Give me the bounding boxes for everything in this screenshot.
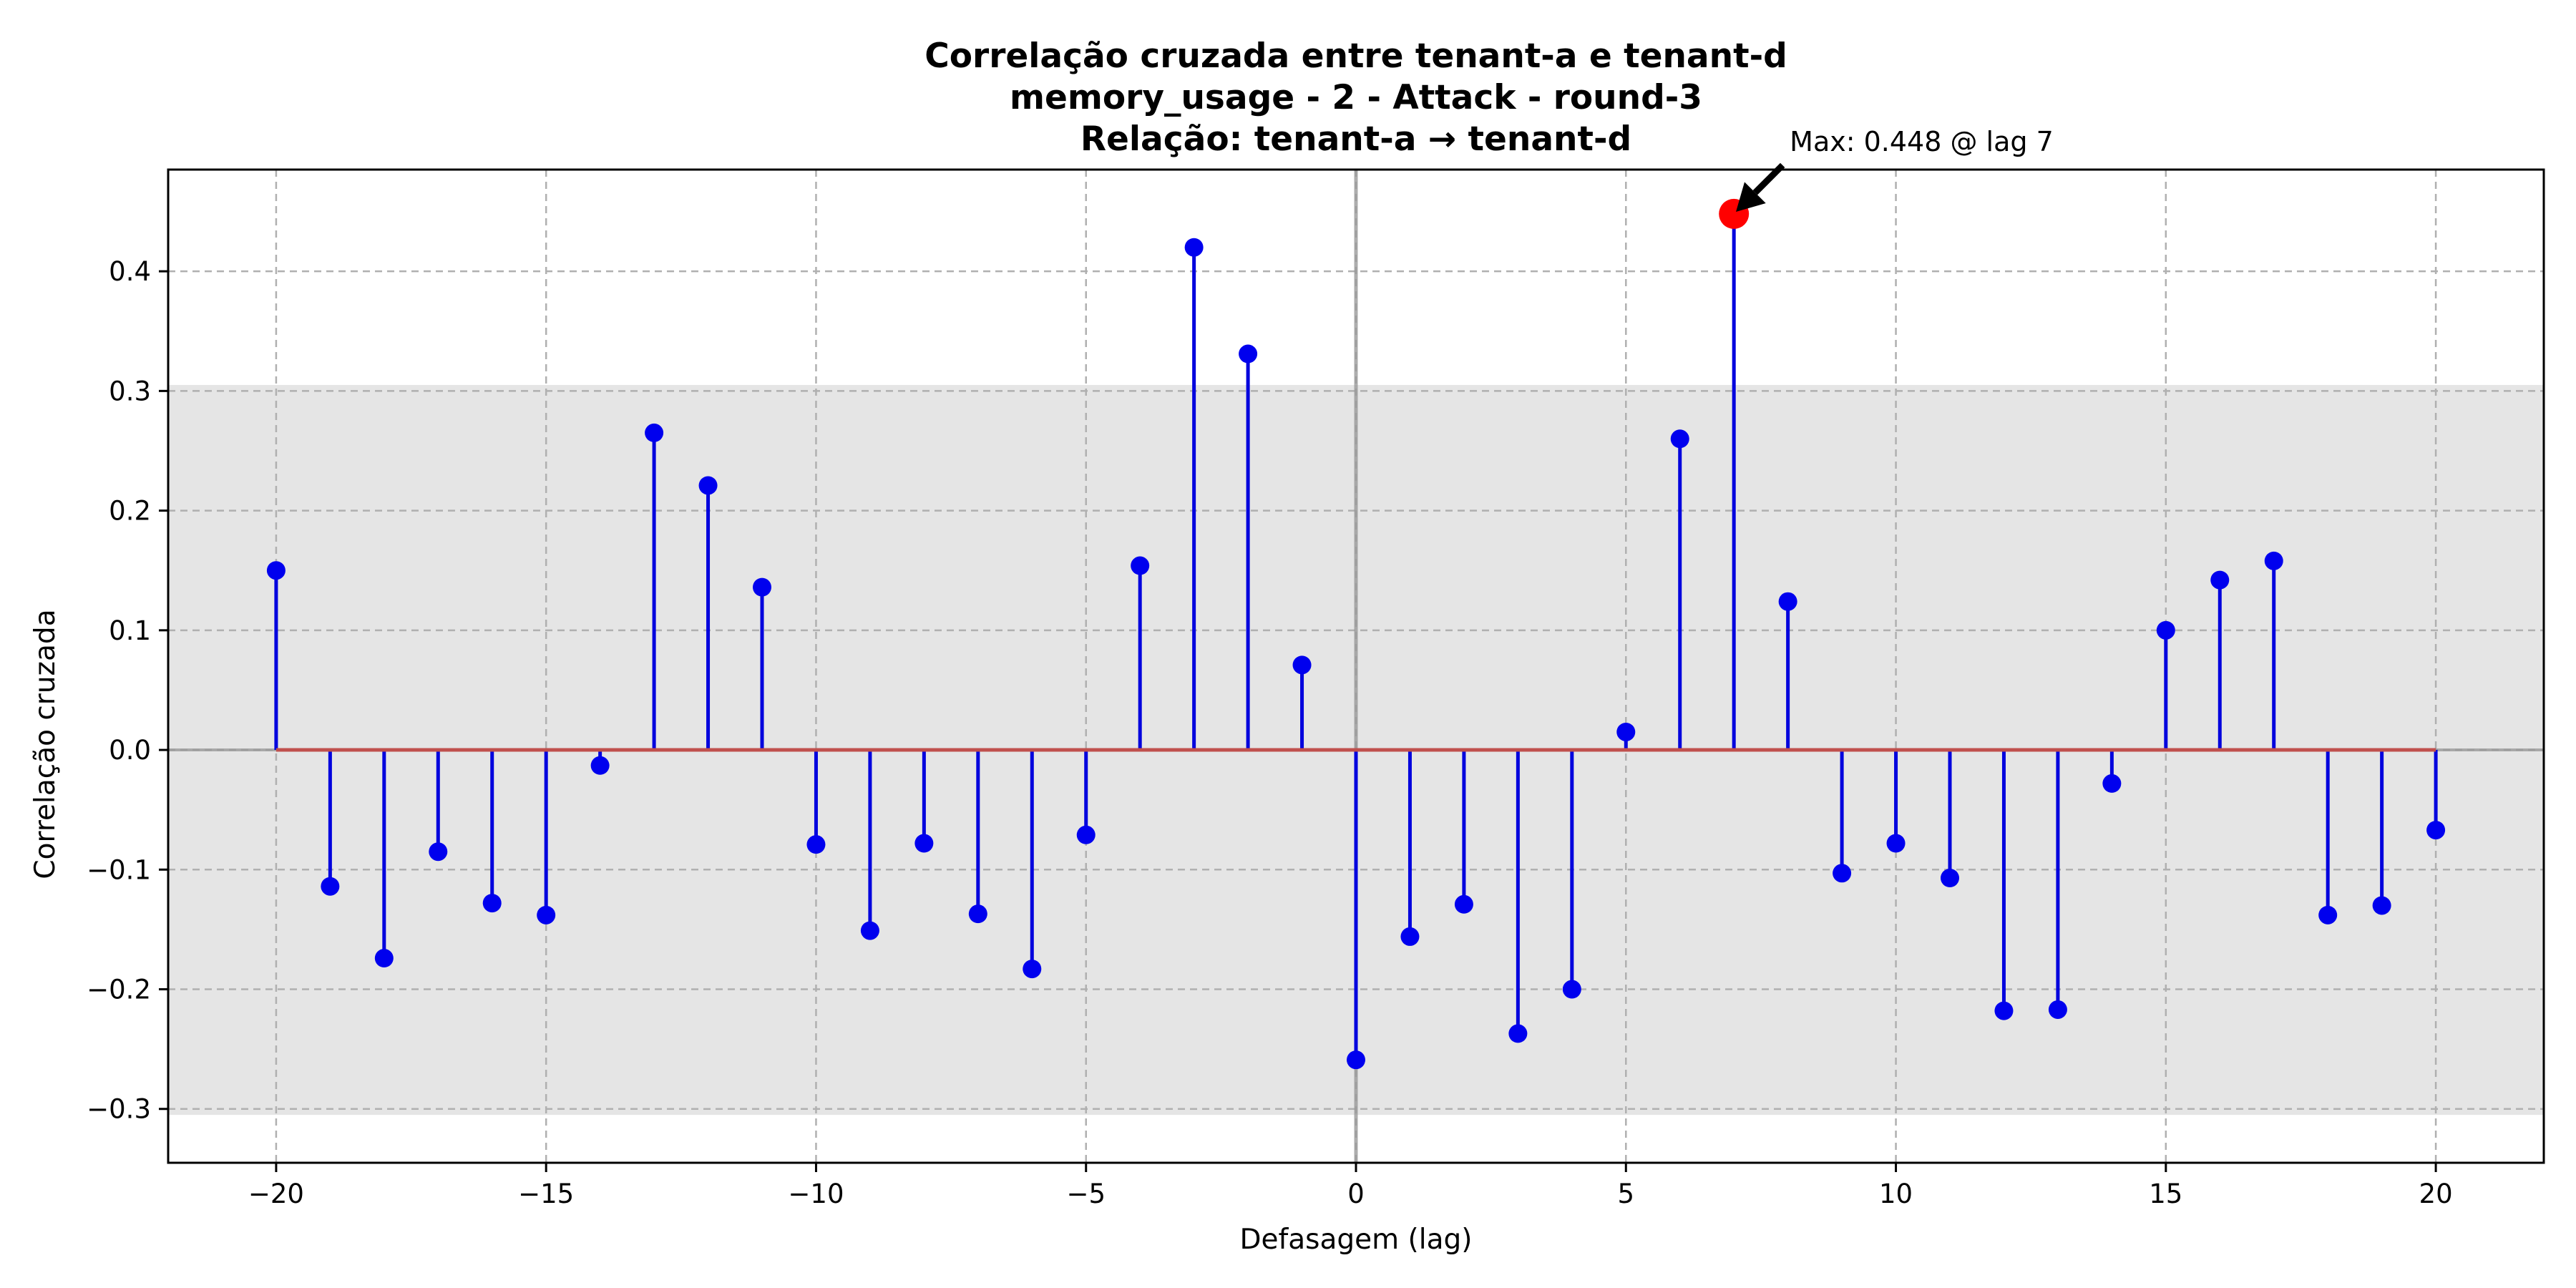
x-tick-label: 5 <box>1617 1179 1634 1209</box>
stem-marker <box>1131 556 1150 575</box>
stem-marker <box>645 423 664 442</box>
stem-marker <box>1508 1024 1528 1043</box>
y-tick-label: −0.1 <box>87 854 151 885</box>
stem-marker <box>1562 980 1581 999</box>
chart-title-line-1: Correlação cruzada entre tenant-a e tena… <box>924 36 1787 76</box>
x-axis-label: Defasagem (lag) <box>1240 1224 1473 1256</box>
stem-marker <box>321 877 340 896</box>
y-tick-label: 0.0 <box>109 735 151 766</box>
stem-marker <box>266 561 286 580</box>
stem-marker <box>914 834 934 853</box>
y-tick-label: 0.4 <box>109 256 151 287</box>
y-tick-label: −0.2 <box>87 975 151 1005</box>
stem-marker <box>1239 344 1258 364</box>
max-annotation: Max: 0.448 @ lag 7 <box>1790 126 2054 157</box>
stem-marker <box>1886 834 1906 853</box>
stem-marker <box>2102 774 2122 793</box>
stem-marker <box>1670 429 1689 449</box>
stem-marker <box>1023 960 1042 979</box>
chart-title-line-3: Relação: tenant-a → tenant-d <box>1080 119 1631 159</box>
stem-marker <box>1994 1001 2014 1020</box>
y-tick-label: 0.1 <box>109 615 151 646</box>
stem-marker <box>1778 592 1797 611</box>
stem-marker <box>968 904 987 924</box>
stem-marker <box>429 842 448 862</box>
stem-marker <box>2372 896 2391 915</box>
stem-marker <box>482 894 502 913</box>
x-tick-label: −15 <box>518 1179 574 1209</box>
stem-marker <box>1347 1050 1365 1070</box>
stem-marker <box>2210 570 2230 590</box>
stem-marker <box>2426 821 2446 840</box>
stem-marker <box>1833 864 1852 883</box>
stem-marker <box>2048 1000 2067 1019</box>
y-tick-label: −0.3 <box>87 1094 151 1125</box>
stem-marker <box>1616 722 1636 741</box>
stem-marker <box>1454 894 1473 914</box>
x-tick-label: 10 <box>1879 1179 1913 1209</box>
stem-marker <box>2156 620 2175 640</box>
x-tick-label: 0 <box>1347 1179 1365 1209</box>
chart-title-line-2: memory_usage - 2 - Attack - round-3 <box>1010 78 1702 117</box>
stem-marker <box>1076 825 1096 844</box>
x-tick-label: −5 <box>1066 1179 1106 1209</box>
x-tick-label: −10 <box>788 1179 844 1209</box>
y-axis-label: Correlação cruzada <box>29 609 62 879</box>
annotation-arrow-head <box>1736 182 1766 213</box>
stem-marker <box>2318 905 2338 924</box>
stem-marker <box>753 577 771 597</box>
stem-marker <box>1400 927 1420 946</box>
y-tick-label: 0.3 <box>109 376 151 406</box>
stem-marker <box>1941 868 1959 887</box>
stem-marker <box>590 756 610 775</box>
stem-marker <box>1292 655 1312 675</box>
stem-marker <box>1184 238 1204 257</box>
stem-marker <box>698 476 718 495</box>
x-tick-label: −20 <box>248 1179 304 1209</box>
y-tick-label: 0.2 <box>109 496 151 527</box>
stem-marker <box>537 905 556 924</box>
x-tick-label: 20 <box>2419 1179 2453 1209</box>
stem-marker <box>860 921 879 940</box>
stem-marker <box>806 835 826 854</box>
stem-marker <box>2264 551 2283 570</box>
stem-marker <box>374 949 394 968</box>
x-tick-label: 15 <box>2149 1179 2182 1209</box>
